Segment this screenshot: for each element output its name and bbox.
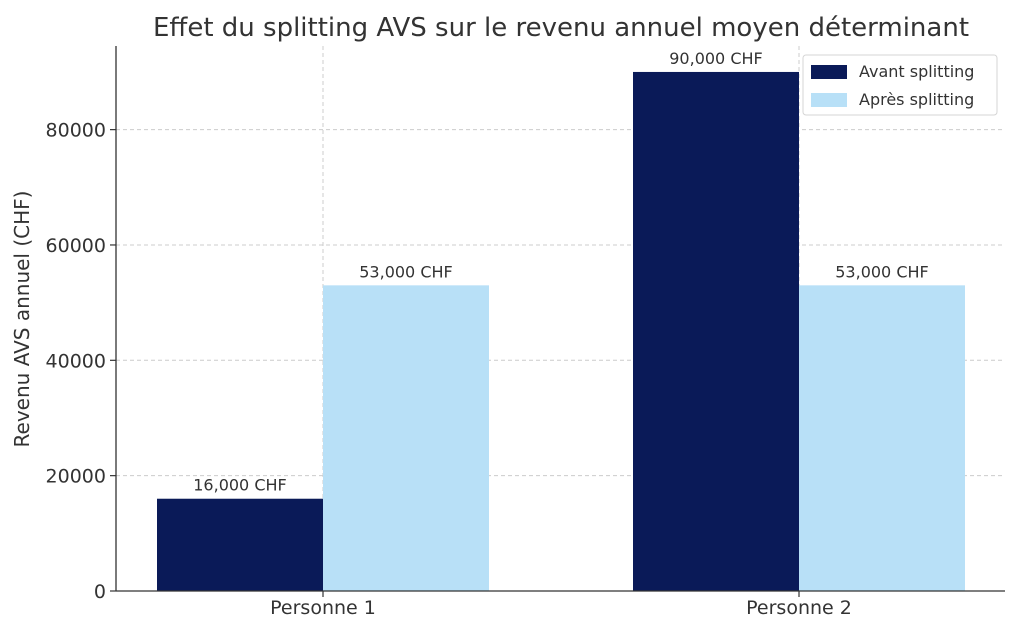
y-tick-label: 60000 xyxy=(46,235,106,257)
chart-title: Effet du splitting AVS sur le revenu ann… xyxy=(153,13,969,43)
y-tick-label: 20000 xyxy=(46,466,106,488)
legend-swatch xyxy=(811,93,847,107)
legend: Avant splitting Après splitting xyxy=(802,54,998,116)
bar xyxy=(799,285,965,591)
legend-label: Avant splitting xyxy=(859,62,974,81)
bar xyxy=(323,285,489,591)
legend-box xyxy=(802,54,998,116)
bar xyxy=(633,71,799,591)
legend-swatch xyxy=(811,65,847,79)
data-label: 16,000 CHF xyxy=(193,476,286,495)
y-tick-label: 80000 xyxy=(46,120,106,142)
bar xyxy=(157,498,323,591)
y-tick-label: 0 xyxy=(94,581,106,603)
bars xyxy=(157,71,965,591)
x-tick-label: Personne 1 xyxy=(270,597,376,619)
data-label: 90,000 CHF xyxy=(669,49,762,68)
legend-label: Après splitting xyxy=(859,90,974,109)
x-tick-label: Personne 2 xyxy=(746,597,852,619)
data-labels: 16,000 CHF 90,000 CHF 53,000 CHF 53,000 CHF xyxy=(193,49,928,495)
axes: 0 20000 40000 60000 80000 Personne 1 Personne … xyxy=(46,46,1005,619)
data-label: 53,000 CHF xyxy=(835,262,928,281)
y-tick-label: 40000 xyxy=(46,350,106,372)
data-label: 53,000 CHF xyxy=(359,262,452,281)
y-axis-label: Revenu AVS annuel (CHF) xyxy=(10,191,34,448)
